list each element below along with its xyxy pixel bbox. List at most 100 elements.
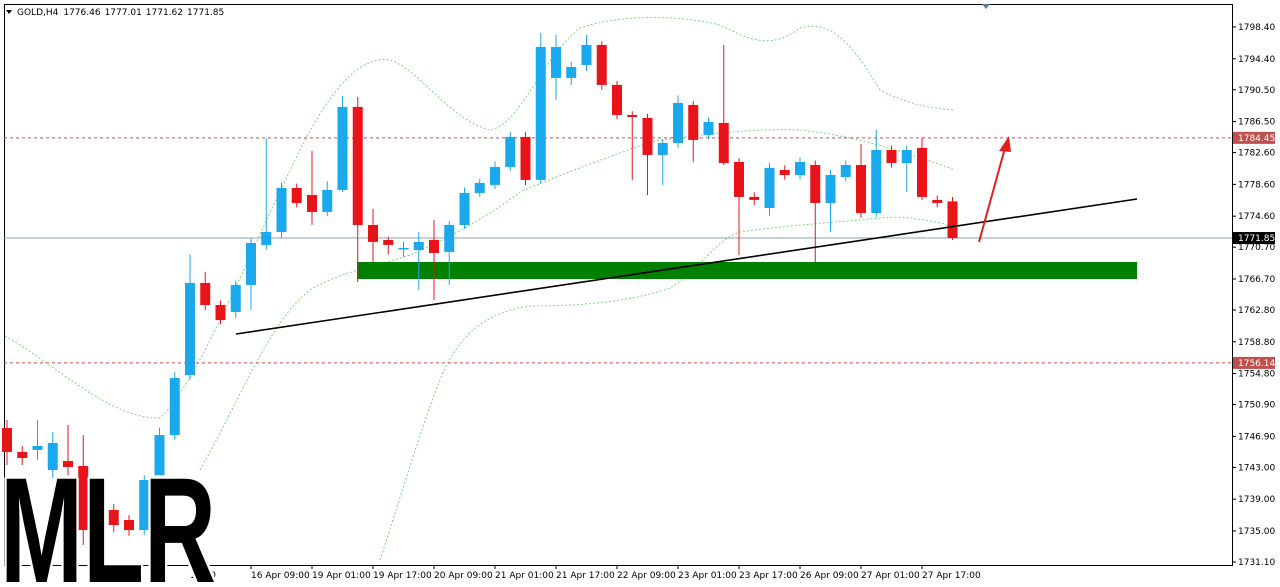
candle-body [779, 169, 790, 175]
candle-body [47, 442, 58, 471]
header-low: 1771.62 [146, 8, 183, 18]
candle-body [429, 239, 439, 253]
candle-body [444, 224, 455, 252]
candle-body [108, 509, 119, 526]
y-tick-label: 1762.80 [1238, 306, 1275, 316]
y-tick-label: 1774.60 [1238, 212, 1275, 222]
arrow-shaft [978, 147, 1006, 243]
lower-band [379, 216, 956, 561]
price-label-bg [1233, 232, 1275, 245]
candle-body [322, 189, 333, 212]
candle-body [215, 304, 226, 320]
header-open: 1776.46 [63, 8, 100, 18]
candle-body [490, 166, 500, 185]
x-tick-label: 26 Apr 09:00 [800, 571, 859, 581]
candle-body [185, 282, 195, 376]
y-tick-label: 1778.60 [1238, 180, 1275, 190]
candle-body [840, 164, 851, 177]
candle-body [810, 164, 821, 203]
x-tick-label: 19 Apr 17:00 [373, 571, 432, 581]
candle-body [688, 104, 699, 140]
candle-body [551, 46, 561, 78]
y-tick-label: 1746.90 [1238, 432, 1275, 442]
x-tick-label: 23 Apr 17:00 [739, 571, 798, 581]
candle-body [825, 174, 836, 203]
x-tick-label: 21 Apr 17:00 [556, 571, 615, 581]
candle-body [124, 520, 134, 531]
candle-body [901, 149, 912, 163]
menu-triangle [6, 10, 12, 14]
candle-body [627, 114, 638, 117]
candle-body [63, 461, 73, 467]
candle-body [657, 142, 668, 155]
y-tick-label: 1794.40 [1238, 55, 1275, 65]
y-tick-label: 1739.00 [1238, 495, 1275, 505]
candle-body [154, 435, 165, 481]
symbol: GOLD,H4 [17, 8, 59, 18]
candle-body [230, 284, 241, 312]
candle-body [352, 106, 363, 225]
candle-body [17, 451, 28, 458]
candle-body [261, 231, 272, 245]
middle-band [199, 129, 956, 471]
candle-body [2, 428, 12, 452]
candle-body [947, 201, 958, 239]
x-tick-label: 17:00 [190, 571, 216, 581]
y-tick-label: 1786.50 [1238, 118, 1275, 128]
y-tick-label: 1758.80 [1238, 338, 1275, 348]
trend-line [235, 198, 1138, 335]
candle-body [505, 136, 516, 167]
x-tick-label: 20 Apr 09:00 [434, 571, 493, 581]
candle-body [383, 239, 394, 245]
arrow-head [999, 136, 1011, 152]
candle-body [734, 161, 744, 197]
candle-body [459, 192, 470, 225]
candle-body [932, 199, 943, 203]
candle-body [566, 66, 577, 78]
candle-body [886, 149, 897, 163]
candle-body [764, 167, 775, 208]
x-tick-label: 16 Apr 09:00 [251, 571, 310, 581]
x-tick-label: 27 Apr 01:00 [861, 571, 920, 581]
header-close: 1771.85 [187, 8, 224, 18]
y-tick-label: 1766.70 [1238, 275, 1275, 285]
x-tick-label: 27 Apr 17:00 [922, 571, 981, 581]
candle-body [673, 102, 683, 143]
candle-body [78, 466, 89, 531]
candle-body [703, 121, 714, 135]
level-label: 1756.14 [1238, 359, 1275, 369]
candle-body [32, 445, 43, 450]
x-tick-label: 23 Apr 01:00 [678, 571, 737, 581]
candle-body [612, 84, 622, 115]
header: GOLD,H4 1776.46 1777.01 1771.62 1771.85 [17, 8, 224, 18]
plot-frame [4, 4, 1233, 566]
x-tick-label: 21 Apr 01:00 [495, 571, 554, 581]
candle-body [368, 224, 378, 242]
candle-body [307, 194, 317, 212]
candle-body [93, 509, 104, 531]
candle-body [246, 242, 256, 285]
candle-body [337, 106, 348, 190]
support-zone [357, 262, 1137, 279]
candle-body [200, 282, 211, 305]
candle-body [398, 247, 409, 250]
candle-body [871, 149, 882, 213]
y-tick-label: 1743.00 [1238, 463, 1275, 473]
y-tick-label: 1735.00 [1238, 527, 1275, 537]
candle-body [917, 147, 927, 197]
candle-body [276, 187, 287, 232]
candle-body [642, 117, 653, 155]
candle-body [413, 241, 424, 250]
level-label-bg [1233, 356, 1275, 369]
x-tick-label: 19 Apr 01:00 [312, 571, 371, 581]
y-tick-label: 1790.50 [1238, 86, 1275, 96]
arrow [978, 136, 1011, 243]
y-tick-label: 1798.40 [1238, 23, 1275, 33]
y-tick-label: 1750.90 [1238, 401, 1275, 411]
candle-body [520, 136, 531, 180]
level-label-bg [1233, 131, 1275, 144]
candle-body [718, 122, 729, 163]
candle-body [169, 378, 180, 436]
